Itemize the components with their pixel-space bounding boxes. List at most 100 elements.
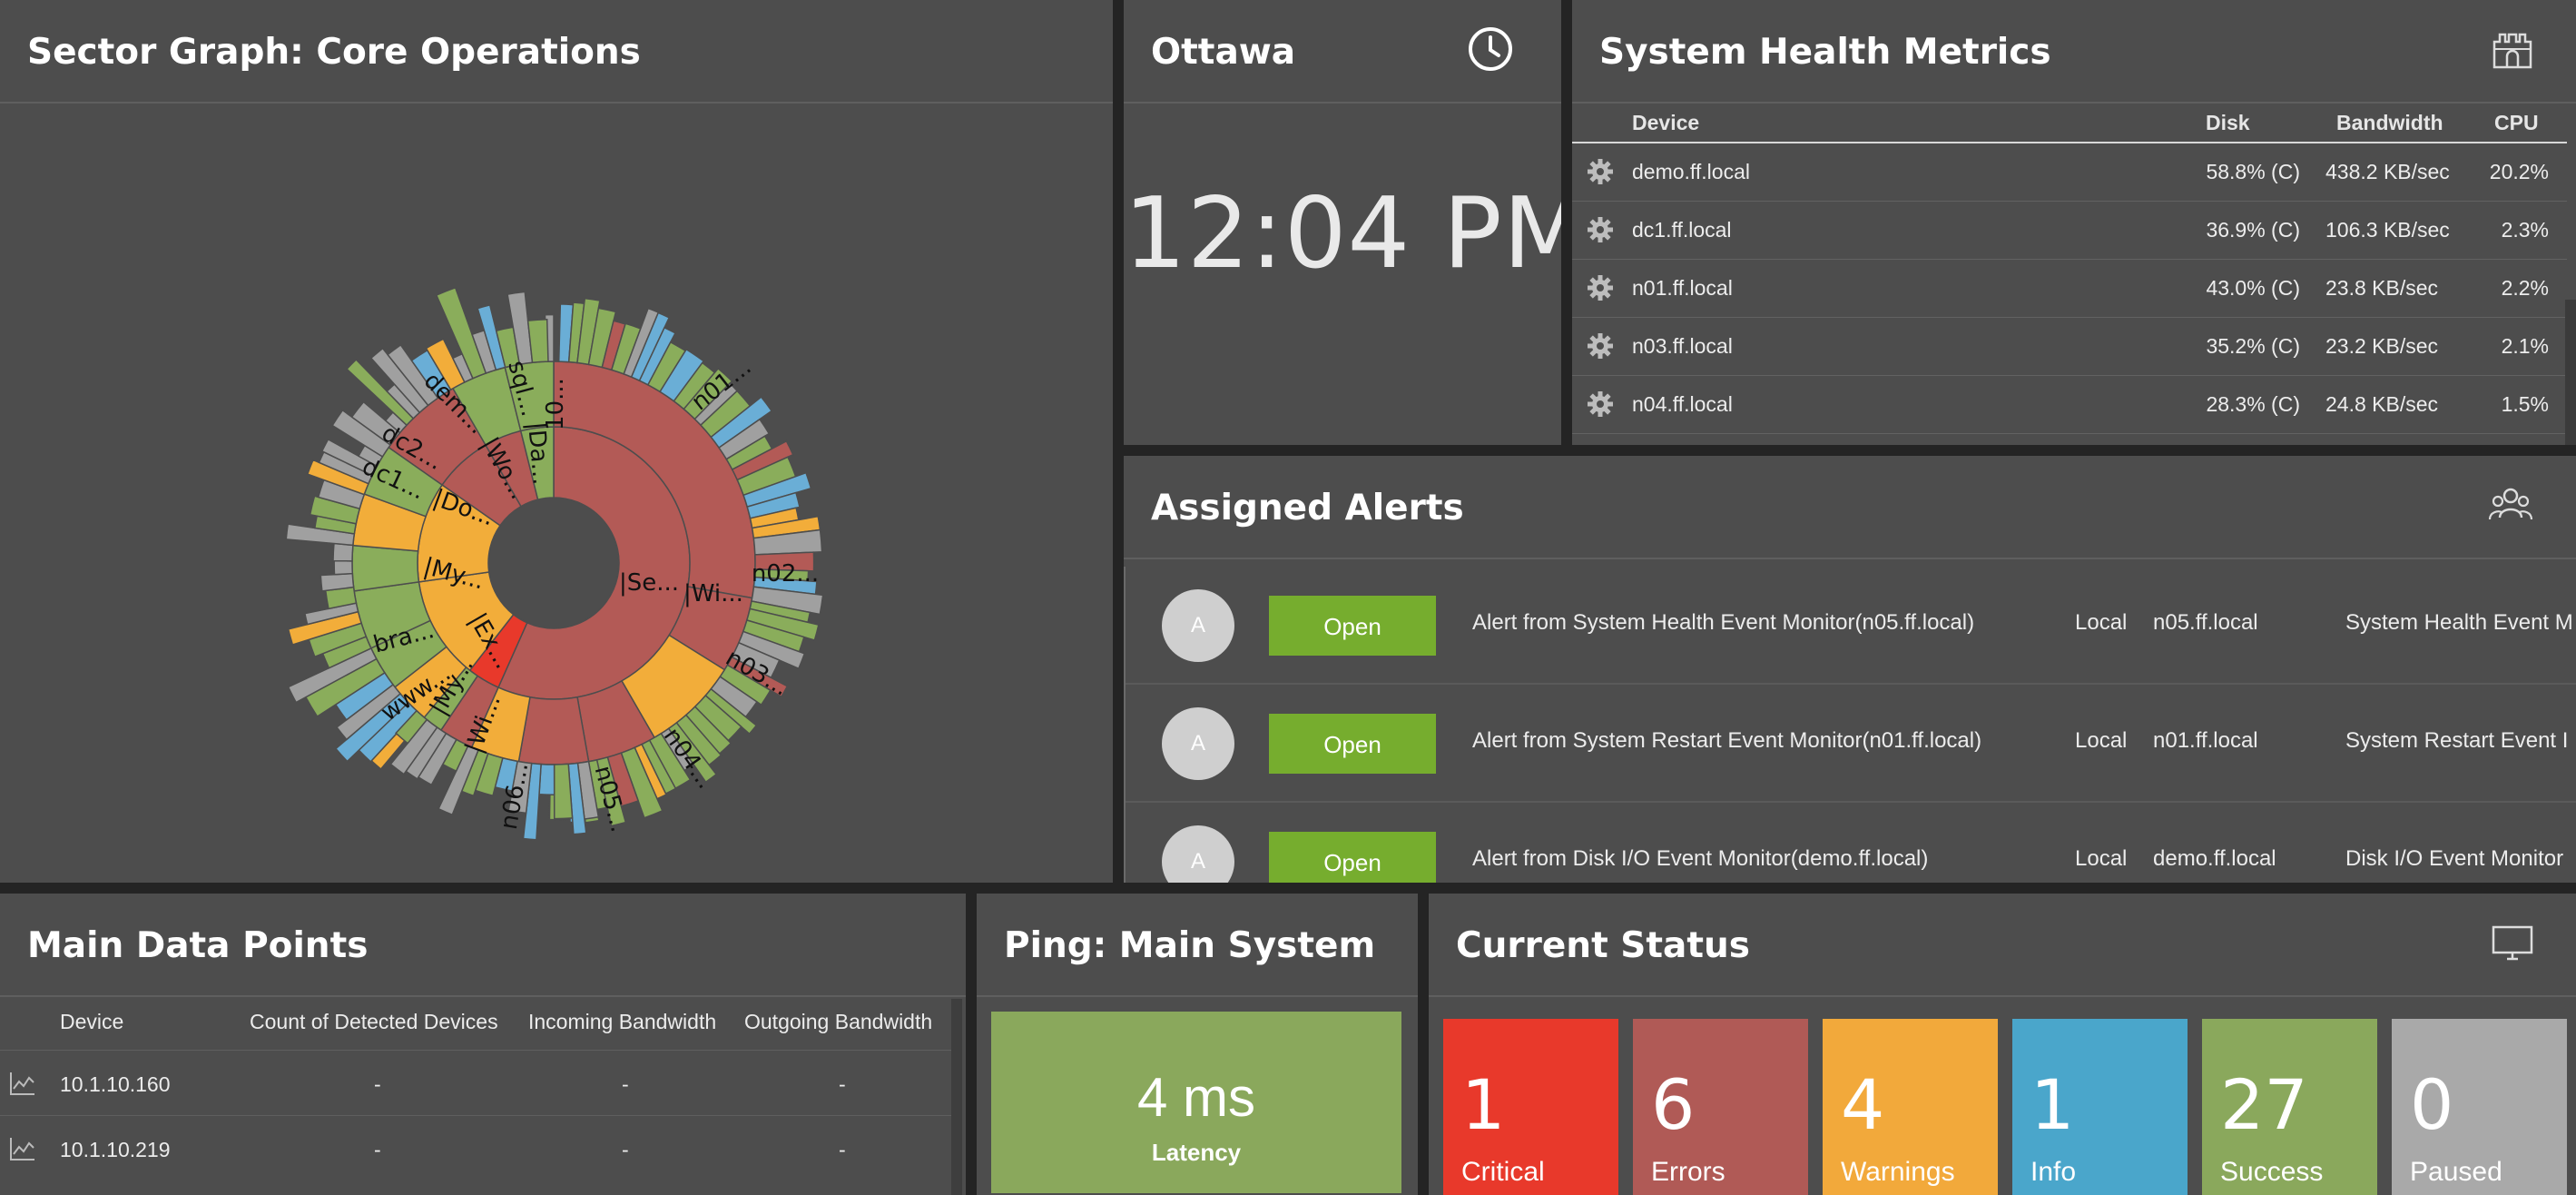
clock-icon — [1469, 27, 1512, 71]
open-alert-button[interactable]: Open — [1269, 714, 1436, 774]
chart-icon[interactable] — [9, 1136, 36, 1161]
sunburst-chart[interactable]: |Se... |Wi...n01...n02...n03...n04...n05.… — [0, 104, 1113, 883]
table-row[interactable]: n01.ff.local 43.0% (C) 23.8 KB/sec 2.2% — [1572, 260, 2567, 318]
clock-panel: Ottawa 12:04 PM — [1124, 0, 1561, 445]
status-count: 4 — [1841, 1064, 1885, 1145]
sunburst-leaf[interactable] — [332, 542, 354, 562]
device-name[interactable]: demo.ff.local — [1632, 160, 1750, 183]
incoming-value: - — [622, 1138, 629, 1161]
status-tile-paused[interactable]: 0 Paused — [2392, 1019, 2567, 1195]
monitor-icon — [2492, 925, 2533, 961]
device-name[interactable]: n01.ff.local — [1632, 276, 1733, 300]
ping-latency-tile[interactable]: 4 ms Latency — [991, 1012, 1401, 1193]
table-row[interactable]: 10.1.10.160 - - - — [0, 1050, 953, 1116]
col-outgoing[interactable]: Outgoing Bandwidth — [744, 1010, 933, 1033]
alert-device: n05.ff.local — [2153, 610, 2258, 635]
alert-device: n01.ff.local — [2153, 728, 2258, 753]
alert-message[interactable]: Alert from System Restart Event Monitor(… — [1472, 728, 1982, 753]
col-cpu[interactable]: CPU — [2494, 111, 2539, 134]
sector-graph-panel: Sector Graph: Core Operations |Se... |Wi.… — [0, 0, 1113, 883]
bandwidth-value: 23.8 KB/sec — [2325, 276, 2439, 300]
bandwidth-value: 106.3 KB/sec — [2325, 218, 2450, 242]
alert-row[interactable]: A Open Alert from System Restart Event Mon… — [1126, 685, 2576, 803]
data-points-table: Device Count of Detected Devices Incomin… — [0, 997, 953, 1161]
device-name[interactable]: n03.ff.local — [1632, 334, 1733, 358]
gear-icon[interactable] — [1587, 216, 1614, 243]
status-tile-errors[interactable]: 6 Errors — [1633, 1019, 1808, 1195]
alert-message[interactable]: Alert from System Health Event Monitor(n… — [1472, 610, 1975, 635]
incoming-value: - — [622, 1072, 629, 1096]
sunburst-leaf[interactable] — [526, 318, 549, 364]
avatar[interactable]: A — [1162, 825, 1234, 883]
chart-icon[interactable] — [9, 1071, 36, 1096]
status-count: 1 — [2030, 1064, 2075, 1145]
open-alert-button[interactable]: Open — [1269, 832, 1436, 883]
gear-icon[interactable] — [1587, 158, 1614, 185]
status-tile-success[interactable]: 27 Success — [2202, 1019, 2377, 1195]
sunburst-label: 10... — [542, 378, 569, 430]
gear-icon[interactable] — [1587, 274, 1614, 301]
table-header: Device Disk Bandwidth CPU — [1572, 104, 2567, 143]
status-count: 0 — [2410, 1064, 2454, 1145]
disk-value: 35.2% (C) — [2206, 334, 2300, 358]
alert-row[interactable]: A Open Alert from System Health Event Moni… — [1126, 567, 2576, 685]
alert-monitor: System Restart Event I — [2345, 728, 2569, 753]
col-count[interactable]: Count of Detected Devices — [250, 1010, 498, 1033]
device-name[interactable]: 10.1.10.219 — [60, 1138, 171, 1161]
sunburst-leaf[interactable] — [333, 559, 354, 576]
assigned-alerts-panel: Assigned Alerts A Open Alert from System H… — [1124, 456, 2576, 883]
gear-icon[interactable] — [1587, 332, 1614, 360]
device-name[interactable]: 10.1.10.160 — [60, 1072, 171, 1096]
avatar[interactable]: A — [1162, 589, 1234, 662]
disk-value: 36.9% (C) — [2206, 218, 2300, 242]
sunburst-leaf[interactable] — [553, 763, 574, 820]
panel-title: Ping: Main System — [1004, 925, 1376, 966]
ping-label: Latency — [1151, 1139, 1242, 1166]
open-alert-button[interactable]: Open — [1269, 596, 1436, 656]
device-name[interactable]: n04.ff.local — [1632, 392, 1733, 416]
data-points-scrollbar[interactable] — [951, 999, 962, 1195]
sunburst-leaf[interactable] — [395, 709, 428, 745]
sunburst-leaf[interactable] — [320, 572, 355, 592]
divider — [1429, 995, 2576, 997]
status-label: Success — [2220, 1157, 2324, 1187]
alert-scope: Local — [2075, 610, 2128, 635]
alert-row[interactable]: A Open Alert from Disk I/O Event Monitor(d… — [1126, 803, 2576, 883]
table-row[interactable]: n03.ff.local 35.2% (C) 23.2 KB/sec 2.1% — [1572, 318, 2567, 376]
outgoing-value: - — [839, 1138, 846, 1161]
alert-scope: Local — [2075, 846, 2128, 871]
status-tile-critical[interactable]: 1 Critical — [1443, 1019, 1618, 1195]
alert-device: demo.ff.local — [2153, 846, 2276, 871]
status-tile-warnings[interactable]: 4 Warnings — [1823, 1019, 1998, 1195]
col-incoming[interactable]: Incoming Bandwidth — [528, 1010, 717, 1033]
col-device[interactable]: Device — [60, 1010, 124, 1033]
device-name[interactable]: dc1.ff.local — [1632, 218, 1732, 242]
disk-value: 43.0% (C) — [2206, 276, 2300, 300]
divider — [1124, 558, 2576, 559]
clock-city: Ottawa — [1151, 32, 1296, 73]
cpu-value: 2.3% — [2501, 218, 2549, 242]
current-status-panel: Current Status 1 Critical 6 Errors 4 Warnings… — [1429, 894, 2576, 1195]
status-tile-info[interactable]: 1 Info — [2012, 1019, 2188, 1195]
status-count: 6 — [1651, 1064, 1696, 1145]
cpu-value: 2.2% — [2501, 276, 2549, 300]
avatar[interactable]: A — [1162, 707, 1234, 780]
cpu-value: 20.2% — [2489, 160, 2549, 183]
sunburst-segment[interactable] — [517, 696, 590, 765]
gear-icon[interactable] — [1587, 390, 1614, 418]
alert-message[interactable]: Alert from Disk I/O Event Monitor(demo.f… — [1472, 846, 1929, 871]
col-bandwidth[interactable]: Bandwidth — [2336, 111, 2443, 134]
table-row[interactable]: n04.ff.local 28.3% (C) 24.8 KB/sec 1.5% — [1572, 376, 2567, 434]
count-value: - — [374, 1072, 381, 1096]
users-icon — [2488, 488, 2533, 520]
table-row[interactable]: dc1.ff.local 36.9% (C) 106.3 KB/sec 2.3% — [1572, 202, 2567, 260]
table-row[interactable]: 10.1.10.219 - - - — [0, 1115, 953, 1181]
table-row[interactable]: demo.ff.local 58.8% (C) 438.2 KB/sec 20.2% — [1572, 143, 2567, 202]
health-scrollbar[interactable] — [2565, 300, 2576, 445]
divider — [0, 102, 1113, 104]
status-label: Errors — [1651, 1157, 1726, 1187]
sunburst-label: n02... — [752, 560, 819, 588]
col-disk[interactable]: Disk — [2206, 111, 2250, 134]
clock-time: 12:04 PM — [1124, 177, 1561, 291]
col-device[interactable]: Device — [1632, 111, 1700, 134]
